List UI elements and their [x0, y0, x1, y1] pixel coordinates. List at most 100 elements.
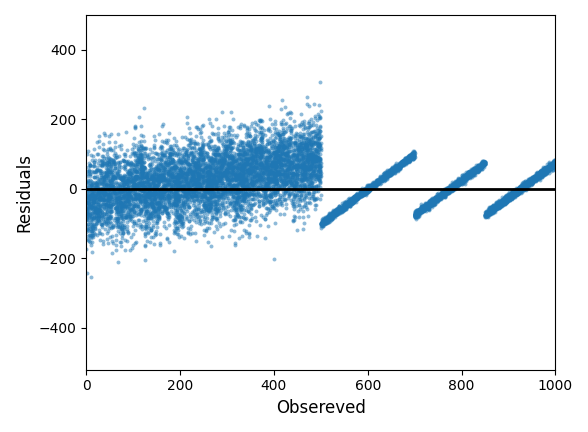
Point — [442, 188, 452, 195]
Point — [274, 163, 283, 170]
Point — [542, 168, 552, 175]
Point — [400, 159, 409, 166]
Point — [527, 180, 536, 187]
Point — [147, 196, 156, 203]
Point — [129, 192, 139, 199]
Point — [192, 184, 201, 191]
Point — [508, 190, 517, 197]
Point — [261, 145, 270, 152]
Point — [230, 217, 239, 224]
Point — [419, 206, 428, 213]
Point — [125, 210, 134, 217]
Point — [532, 172, 542, 179]
Point — [359, 189, 368, 196]
Point — [181, 157, 190, 164]
Point — [469, 166, 479, 173]
Point — [426, 198, 436, 205]
Point — [116, 212, 126, 219]
Point — [228, 194, 238, 201]
Point — [173, 218, 183, 225]
Point — [510, 189, 520, 196]
Point — [415, 206, 424, 213]
Point — [255, 177, 265, 184]
Point — [206, 243, 216, 250]
Point — [451, 180, 460, 187]
Point — [215, 168, 224, 175]
Point — [468, 166, 477, 173]
Point — [289, 193, 299, 200]
Point — [245, 199, 255, 206]
Point — [323, 213, 333, 219]
Point — [440, 188, 449, 195]
Point — [105, 210, 114, 216]
Point — [406, 151, 415, 158]
Point — [466, 168, 475, 175]
Point — [102, 195, 111, 202]
Point — [228, 157, 238, 164]
Point — [501, 195, 510, 202]
Point — [180, 192, 189, 199]
Point — [466, 168, 476, 175]
Point — [434, 194, 443, 201]
Point — [89, 203, 98, 210]
Point — [362, 189, 372, 196]
Point — [372, 178, 382, 184]
Point — [184, 186, 193, 193]
Point — [462, 174, 471, 181]
Point — [366, 184, 375, 191]
Point — [120, 194, 129, 201]
Point — [83, 191, 93, 197]
Point — [91, 203, 100, 210]
Point — [143, 193, 152, 200]
Point — [325, 211, 334, 218]
Point — [246, 168, 256, 175]
Point — [363, 187, 373, 194]
Point — [254, 161, 263, 168]
Point — [463, 168, 472, 175]
Point — [353, 192, 363, 199]
Point — [310, 171, 320, 178]
Point — [460, 172, 469, 179]
Point — [310, 163, 319, 170]
Point — [459, 177, 469, 184]
Point — [148, 181, 157, 188]
Point — [185, 188, 194, 195]
Point — [243, 156, 253, 162]
Point — [501, 196, 510, 203]
Point — [245, 179, 254, 186]
Point — [232, 183, 241, 190]
Point — [470, 165, 479, 172]
Point — [161, 176, 170, 183]
Point — [332, 211, 342, 218]
Point — [527, 176, 536, 183]
Point — [170, 167, 179, 174]
Point — [247, 120, 256, 127]
Point — [111, 162, 120, 169]
Point — [465, 173, 475, 180]
Point — [250, 131, 260, 138]
Point — [400, 157, 410, 164]
Point — [283, 170, 293, 177]
Point — [169, 151, 179, 158]
Point — [425, 199, 435, 206]
Point — [272, 152, 281, 159]
Point — [166, 187, 175, 194]
Point — [88, 179, 97, 186]
Point — [235, 204, 244, 211]
Point — [268, 176, 278, 183]
Point — [313, 157, 323, 164]
Point — [500, 197, 509, 203]
Point — [129, 203, 139, 210]
Point — [205, 189, 214, 196]
Point — [431, 195, 440, 202]
Point — [159, 168, 168, 175]
Point — [487, 207, 496, 214]
Point — [321, 216, 330, 223]
Point — [165, 187, 175, 194]
Point — [266, 163, 275, 170]
Point — [496, 201, 506, 208]
Point — [271, 165, 280, 172]
Point — [543, 165, 553, 172]
Point — [256, 150, 265, 157]
Point — [310, 134, 319, 141]
